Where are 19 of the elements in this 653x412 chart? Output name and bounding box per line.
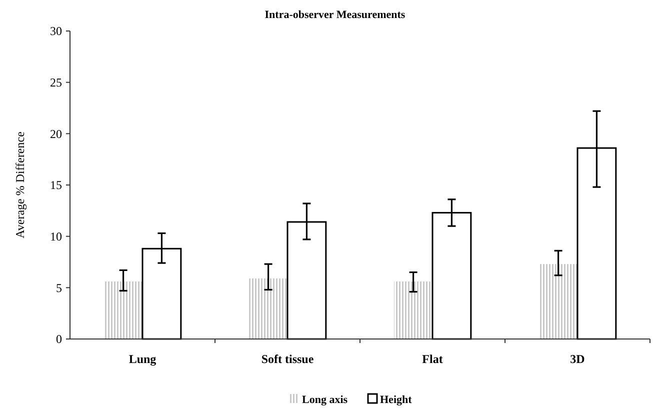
y-tick-label: 5 [56,280,62,295]
y-tick-label: 20 [50,126,62,141]
y-tick-label: 10 [50,230,62,244]
x-tick-label: Flat [422,352,443,366]
legend-label: Long axis [302,394,348,406]
y-axis-title: Average % Difference [13,132,27,238]
chart-title: Intra-observer Measurements [264,9,406,21]
bar [104,282,142,339]
x-tick-label: Lung [128,352,156,366]
y-tick-label: 25 [50,76,62,90]
y-tick-label: 30 [50,24,62,38]
bar [394,282,432,339]
legend-label: Height [380,394,412,406]
x-tick-label: 3D [570,352,586,366]
y-tick-label: 0 [56,332,62,346]
bar [249,278,288,339]
bar [539,264,578,339]
y-tick-label: 15 [50,178,62,192]
x-tick-label: Soft tissue [261,352,314,366]
